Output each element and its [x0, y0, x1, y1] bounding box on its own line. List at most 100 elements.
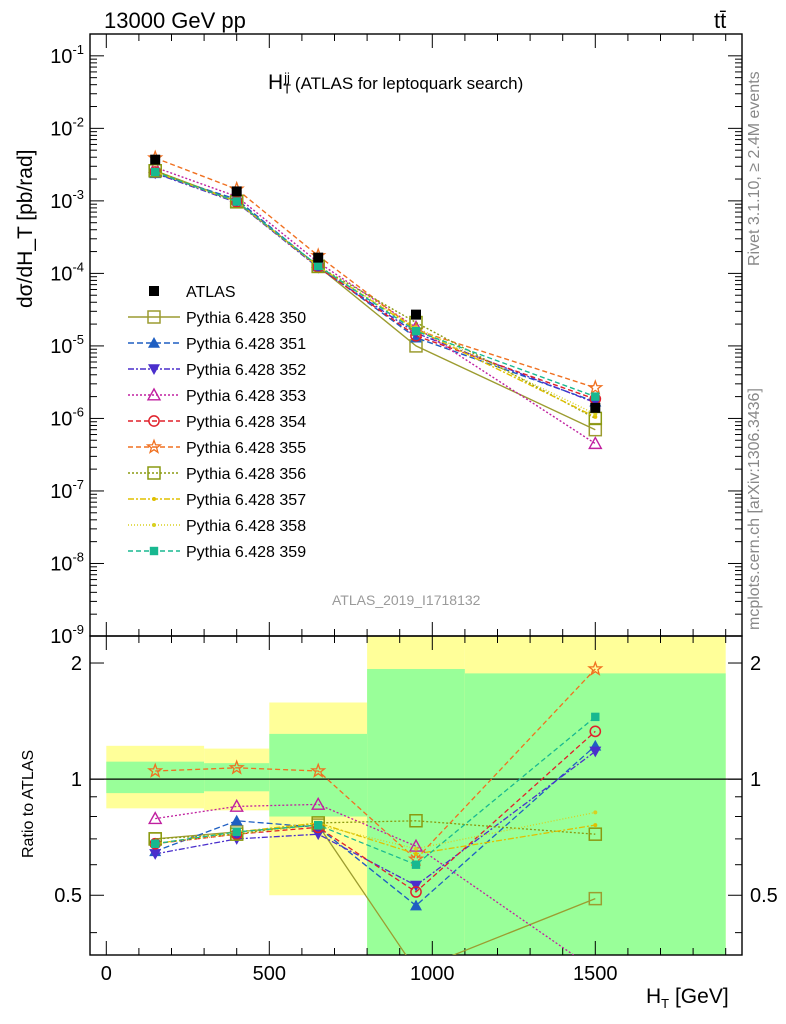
data-marker [411, 309, 421, 320]
plot-title-sub: T [283, 81, 292, 97]
y-tick-label: 10-1 [50, 42, 84, 68]
data-marker [409, 814, 423, 828]
legend-label-2: Pythia 6.428 351 [186, 336, 306, 353]
x-axis-label-sub: T [661, 996, 670, 1012]
series-line-10 [154, 171, 596, 398]
data-marker [313, 252, 324, 263]
final-state-label: tt̄ [714, 8, 727, 33]
y-tick-label-exponent: -3 [72, 187, 84, 202]
data-marker [147, 466, 161, 480]
legend-label-3: Pythia 6.428 352 [186, 362, 306, 379]
data-marker [414, 846, 418, 851]
plot-title: HTjj (ATLAS for leptoquark search) [268, 70, 523, 97]
data-marker [591, 392, 600, 401]
ratio-y-tick-label: 1 [71, 769, 82, 791]
data-marker [228, 759, 245, 775]
data-marker [145, 438, 163, 454]
legend-label-8: Pythia 6.428 357 [186, 492, 306, 509]
data-marker [231, 186, 242, 197]
data-marker [229, 798, 244, 812]
plot-title-main: H [268, 71, 284, 94]
legend-label-9: Pythia 6.428 358 [186, 518, 306, 535]
y-tick-label: 10-5 [50, 332, 84, 358]
y-tick-label: 10-6 [50, 404, 84, 430]
legend-label-7: Pythia 6.428 356 [186, 466, 306, 483]
data-marker [588, 891, 603, 906]
data-marker [410, 899, 422, 911]
x-axis-label-main: H [646, 985, 662, 1008]
process-label: 13000 GeV pp [104, 8, 246, 33]
data-marker [146, 387, 162, 401]
y-tick-label-exponent: -1 [72, 42, 84, 57]
uncertainty-band-inner [367, 668, 465, 955]
y-tick-label-exponent: -2 [72, 114, 84, 129]
data-marker [410, 886, 422, 898]
y-tick-label-base: 10 [50, 336, 72, 358]
y-tick-label-exponent: -8 [72, 549, 84, 564]
y-tick-label-base: 10 [50, 263, 72, 285]
y-tick-label-base: 10 [50, 553, 72, 575]
data-marker [587, 660, 604, 676]
y-tick-label: 10-2 [50, 114, 84, 140]
data-marker [590, 402, 601, 413]
data-marker [147, 762, 164, 778]
y-tick-label: 10-4 [50, 259, 84, 285]
data-marker [151, 167, 160, 177]
legend-label-1: Pythia 6.428 350 [186, 310, 306, 327]
y-tick-label-exponent: -6 [72, 404, 84, 419]
data-marker [588, 827, 603, 841]
x-tick-label: 1500 [573, 963, 618, 985]
data-marker [314, 261, 323, 271]
data-marker [232, 197, 241, 206]
ratio-y-tick-label-right: 2 [750, 653, 761, 675]
data-marker [593, 810, 598, 815]
data-marker [151, 839, 160, 848]
uncertainty-band-inner [106, 761, 205, 794]
x-axis-label: HT [GeV] [646, 985, 729, 1011]
data-marker [588, 436, 603, 450]
y-tick-label-base: 10 [50, 191, 72, 213]
ratio-plot-frame [89, 635, 743, 956]
data-marker [230, 814, 243, 826]
ratio-series-group [147, 660, 604, 955]
legend-label-6: Pythia 6.428 355 [186, 440, 306, 457]
data-marker [148, 164, 162, 178]
data-marker [411, 860, 421, 869]
x-tick-label: 0 [101, 963, 112, 985]
data-marker [593, 414, 598, 419]
data-marker [411, 326, 421, 336]
legend-label-data: ATLAS [186, 284, 236, 301]
ratio-y-tick-label-right: 1 [750, 769, 761, 791]
x-axis-label-rest: [GeV] [674, 985, 729, 1008]
data-marker [314, 820, 323, 830]
y-tick-label-base: 10 [50, 481, 72, 503]
series-line-4 [154, 166, 596, 445]
y-tick-label-exponent: -5 [72, 332, 84, 347]
legend-label-10: Pythia 6.428 359 [186, 544, 306, 561]
data-marker [587, 379, 604, 395]
y-tick-label-exponent: -4 [72, 259, 84, 274]
data-marker [149, 849, 162, 860]
y-tick-label-base: 10 [50, 626, 72, 648]
y-tick-label: 10-3 [50, 187, 84, 213]
y-tick-label-base: 10 [50, 408, 72, 430]
x-tick-label: 500 [253, 963, 286, 985]
data-marker [150, 154, 161, 165]
data-marker [148, 364, 160, 375]
data-marker [230, 195, 243, 208]
legend-label-4: Pythia 6.428 353 [186, 388, 306, 405]
y-tick-label-exponent: -7 [72, 477, 84, 492]
ratio-y-tick-label-right: 0.5 [750, 885, 778, 907]
legend-label-5: Pythia 6.428 354 [186, 414, 306, 431]
y-tick-label-base: 10 [50, 118, 72, 140]
y-tick-label: 10-9 [50, 622, 84, 648]
y-tick-label: 10-7 [50, 477, 84, 503]
ratio-line-7 [155, 820, 596, 840]
data-marker [589, 725, 602, 738]
data-marker [232, 827, 241, 837]
data-marker [149, 286, 159, 296]
series-line-6 [154, 157, 596, 389]
plot-title-sup: jj [284, 70, 290, 85]
data-marker [310, 762, 327, 778]
